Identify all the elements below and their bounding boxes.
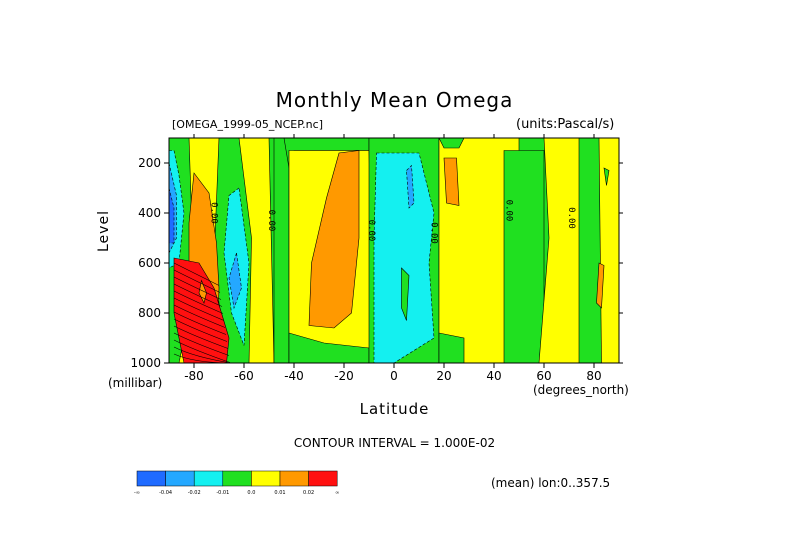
- contour-labels: 0.00 0.00 0.00 0.00 0.00 0.00: [209, 200, 577, 244]
- contour-label: 0.00: [209, 202, 219, 224]
- contour-line-2: [173, 276, 222, 300]
- colorbar-label: 0.0: [247, 490, 255, 496]
- colorbar-swatch: [136, 470, 166, 487]
- contour-line-3: [173, 283, 223, 307]
- y-tick-label: 800: [138, 306, 161, 320]
- contour-line-1: [173, 269, 221, 293]
- contour-label: 0.00: [429, 222, 439, 244]
- colorbar-swatch: [193, 470, 224, 487]
- x-tick-label: 60: [536, 369, 551, 383]
- colorbar-swatch: [308, 470, 338, 487]
- y-unit-label: (millibar): [108, 376, 163, 390]
- contour-label: 0.00: [566, 207, 576, 229]
- contour-region-19: [401, 267, 410, 321]
- x-tick-label: -20: [334, 369, 354, 383]
- colorbar-swatch: [251, 470, 281, 487]
- contour-region-7: [168, 187, 175, 244]
- units-label: (units:Pascal/s): [516, 117, 615, 132]
- contour-region-4: [228, 252, 242, 310]
- chart-title: Monthly Mean Omega: [275, 88, 514, 112]
- y-tick-label: 400: [138, 206, 161, 220]
- contour-region-23: [503, 150, 545, 364]
- contour-region-28: [603, 167, 610, 186]
- contour-region-22: [443, 157, 460, 206]
- contour-region-27: [596, 262, 605, 309]
- y-tick-label: 1000: [130, 356, 161, 370]
- x-tick-label: 20: [436, 369, 451, 383]
- contour-region-15: [308, 150, 360, 329]
- contour-line-12: [173, 346, 232, 364]
- colorbar-swatch: [279, 470, 309, 487]
- contour-region-26: [578, 137, 602, 364]
- contour-region-10: [198, 279, 207, 304]
- y-tick-label: 200: [138, 156, 161, 170]
- contour-region-17: [373, 152, 435, 364]
- mean-note: (mean) lon:0..357.5: [491, 476, 611, 490]
- x-axis-label: Latitude: [359, 400, 430, 418]
- x-tick-label: -40: [284, 369, 304, 383]
- contour-region-18: [406, 164, 415, 209]
- x-tick-label: 40: [486, 369, 501, 383]
- heatmap-fill: [168, 137, 620, 364]
- x-tick-label: -80: [184, 369, 204, 383]
- contour-line-4: [173, 290, 224, 314]
- axis-ticks: -80 -60 -40 -20 0 20 40 60 80 200 400 600 800 1000: [130, 134, 623, 383]
- x-tick-label: 80: [586, 369, 601, 383]
- y-tick-label: 600: [138, 256, 161, 270]
- contour-line-5: [173, 297, 225, 321]
- contour-label: 0.00: [266, 210, 276, 232]
- contour-line-0: [173, 262, 220, 286]
- x-unit-label: (degrees_north): [533, 383, 629, 397]
- y-axis-label: Level: [96, 210, 112, 252]
- colorbar-label: 0.02: [303, 490, 314, 496]
- contour-interval-label: CONTOUR INTERVAL = 1.000E-02: [293, 436, 496, 450]
- colorbar-label: -0.02: [188, 490, 201, 496]
- colorbar-label: -0.01: [216, 490, 229, 496]
- colorbar-label: 0.01: [274, 490, 285, 496]
- colorbar: -∞ -0.04 -0.02 -0.01 0.0 0.01 0.02 ∞: [134, 470, 339, 496]
- colorbar-swatch: [165, 470, 195, 487]
- colorbar-swatch: [222, 470, 252, 487]
- contour-line-8: [173, 318, 228, 342]
- colorbar-label: -∞: [134, 490, 140, 496]
- x-tick-label: -60: [234, 369, 254, 383]
- colorbar-label: -0.04: [159, 490, 172, 496]
- contour-label: 0.00: [504, 200, 514, 222]
- contour-line-11: [173, 339, 231, 363]
- x-tick-label: 0: [390, 369, 398, 383]
- contour-line-9: [173, 325, 229, 349]
- contour-region-24: [438, 332, 465, 364]
- contour-line-6: [173, 304, 226, 328]
- file-label: [OMEGA_1999-05_NCEP.nc]: [172, 118, 323, 131]
- contour-label: 0.00: [366, 220, 376, 242]
- contour-region-11: [273, 137, 290, 364]
- contour-line-7: [173, 311, 227, 335]
- colorbar-label: ∞: [335, 490, 339, 496]
- contour-line-10: [173, 332, 230, 356]
